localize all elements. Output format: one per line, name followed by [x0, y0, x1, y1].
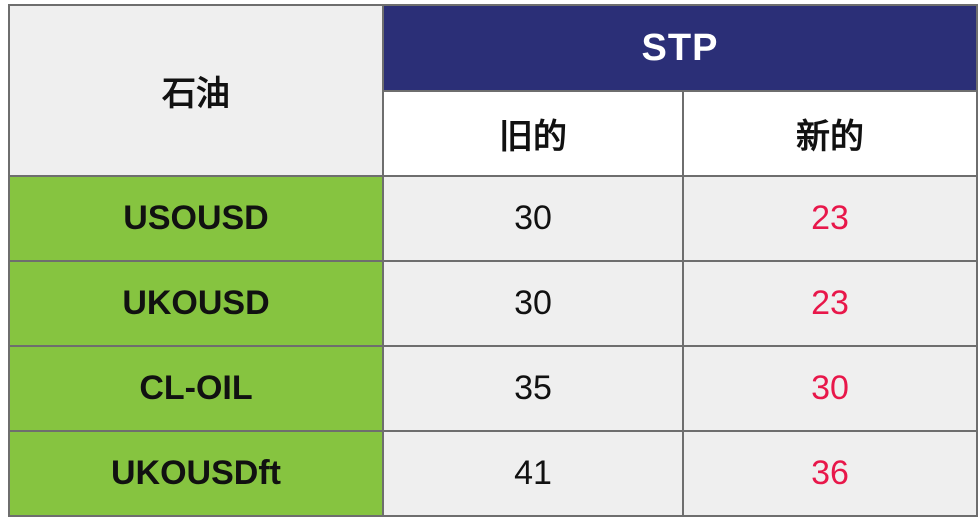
new-column-header: 新的 — [682, 90, 978, 177]
old-value-cell: 41 — [382, 430, 684, 517]
table-row: USOUSD 30 23 — [8, 175, 978, 262]
table-body: USOUSD 30 23 UKOUSD 30 23 CL-OIL 35 30 UKOUSDft 41… — [8, 175, 978, 517]
new-value-cell: 36 — [682, 430, 978, 517]
table-row: CL-OIL 35 30 — [8, 345, 978, 432]
old-column-header: 旧的 — [382, 90, 684, 177]
stp-header: STP — [382, 4, 978, 92]
new-value-cell: 30 — [682, 345, 978, 432]
symbol-cell: USOUSD — [8, 175, 384, 262]
header-row-top: 石油 STP — [8, 4, 978, 177]
old-value-cell: 30 — [382, 175, 684, 262]
old-value-cell: 30 — [382, 260, 684, 347]
spread-table: 石油 STP 旧的 新的 USOUSD 30 23 UKOUSD 30 23 CL-OIL 3… — [8, 4, 978, 517]
symbol-cell: CL-OIL — [8, 345, 384, 432]
table-row: UKOUSD 30 23 — [8, 260, 978, 347]
header-row-sub: 旧的 新的 — [9, 90, 978, 177]
new-value-cell: 23 — [682, 175, 978, 262]
corner-header: 石油 — [8, 4, 384, 177]
old-value-cell: 35 — [382, 345, 684, 432]
table-row: UKOUSDft 41 36 — [8, 430, 978, 517]
new-value-cell: 23 — [682, 260, 978, 347]
symbol-cell: UKOUSDft — [8, 430, 384, 517]
symbol-cell: UKOUSD — [8, 260, 384, 347]
